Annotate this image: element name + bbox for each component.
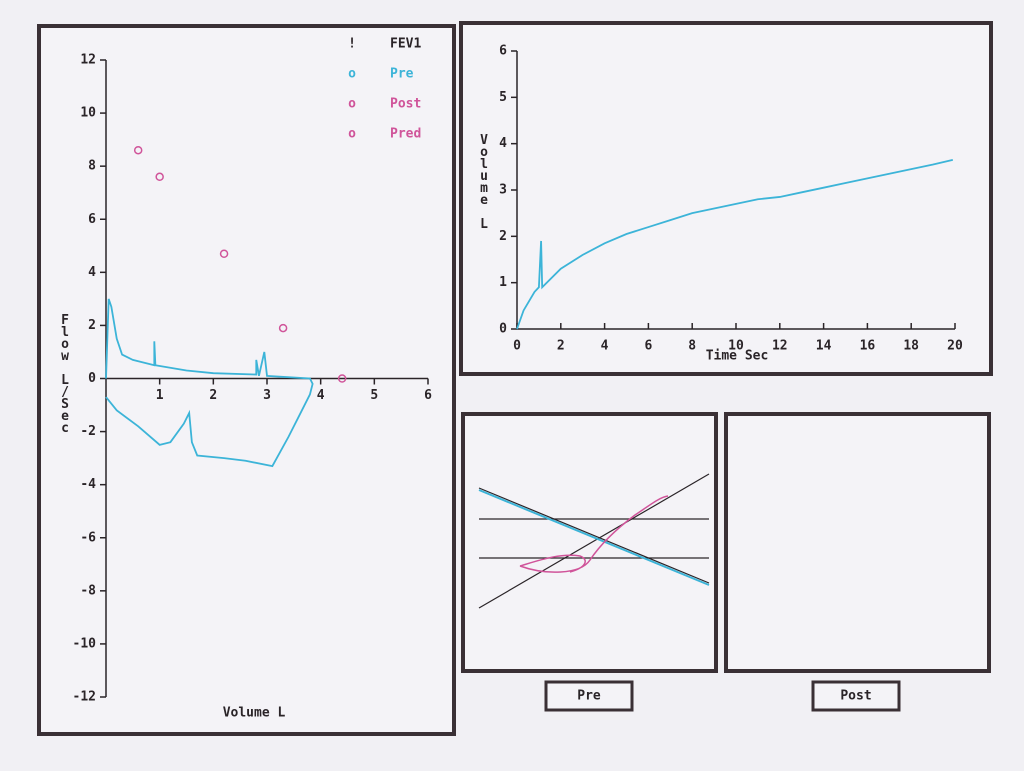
volume-time-panel: [459, 21, 993, 376]
legend-symbol: o: [348, 97, 356, 112]
y-tick-label: 1: [499, 275, 507, 290]
data-point: [219, 249, 229, 259]
button-label[interactable]: Post: [840, 689, 871, 704]
data-line: [105, 298, 314, 468]
x-tick-label: 20: [947, 339, 963, 354]
x-tick-label: 6: [644, 339, 652, 354]
button-frame[interactable]: [544, 680, 634, 712]
post-incentive-panel: [724, 412, 991, 673]
x-tick-label: 4: [317, 388, 325, 403]
legend-symbol: !: [348, 37, 356, 52]
y-axis-label: Flow L/Sec: [58, 313, 73, 433]
legend-label: Pre: [390, 67, 414, 82]
x-tick-label: 2: [557, 339, 565, 354]
data-point: [155, 172, 164, 182]
x-tick-label: 2: [209, 388, 217, 403]
data-point: [337, 374, 347, 383]
x-tick-label: 1: [156, 388, 164, 403]
legend-label: Pred: [390, 127, 421, 142]
y-tick-label: -2: [80, 424, 96, 439]
button-frame[interactable]: [811, 680, 901, 712]
pre-incentive-graphic: [478, 473, 710, 609]
legend-label: Post: [390, 97, 421, 112]
post-button[interactable]: Post: [811, 680, 901, 712]
x-tick-label: 6: [424, 388, 432, 403]
y-tick-label: 0: [499, 322, 507, 337]
y-tick-label: 5: [499, 90, 507, 105]
button-label[interactable]: Pre: [577, 689, 601, 704]
x-axis-label: Time Sec: [706, 349, 769, 364]
y-tick-label: 10: [80, 106, 96, 121]
y-tick-label: 4: [499, 136, 507, 151]
data-point: [278, 323, 288, 333]
y-tick-label: -6: [80, 530, 96, 545]
y-tick-label: -8: [80, 583, 96, 598]
x-tick-label: 4: [601, 339, 609, 354]
x-tick-label: 16: [860, 339, 876, 354]
legend-symbol: o: [348, 67, 356, 82]
y-tick-label: 8: [88, 159, 96, 174]
pre-incentive-panel: [461, 412, 718, 673]
x-tick-label: 10: [728, 339, 744, 354]
flow-volume-panel: [37, 24, 456, 736]
y-tick-label: 12: [80, 53, 96, 68]
legend-symbol: o: [348, 127, 356, 142]
x-tick-label: 14: [816, 339, 832, 354]
x-tick-label: 12: [772, 339, 788, 354]
x-tick-label: 3: [263, 388, 271, 403]
x-tick-label: 18: [903, 339, 919, 354]
y-tick-label: 4: [88, 265, 96, 280]
legend-label: FEV1: [390, 37, 421, 52]
y-tick-label: -10: [73, 636, 97, 651]
y-tick-label: 2: [88, 318, 96, 333]
data-line: [516, 159, 954, 330]
y-tick-label: 6: [499, 44, 507, 59]
y-axis-label: Volume L: [477, 133, 492, 229]
x-tick-label: 0: [513, 339, 521, 354]
y-tick-label: 2: [499, 229, 507, 244]
y-tick-label: 3: [499, 183, 507, 198]
y-tick-label: -4: [80, 477, 96, 492]
y-tick-label: -12: [73, 690, 96, 705]
y-tick-label: 0: [88, 371, 96, 386]
x-axis-label: Volume L: [223, 706, 286, 721]
data-point: [133, 145, 143, 155]
y-tick-label: 6: [88, 212, 96, 227]
pre-button[interactable]: Pre: [544, 680, 634, 712]
x-tick-label: 5: [370, 388, 378, 403]
x-tick-label: 8: [688, 339, 696, 354]
